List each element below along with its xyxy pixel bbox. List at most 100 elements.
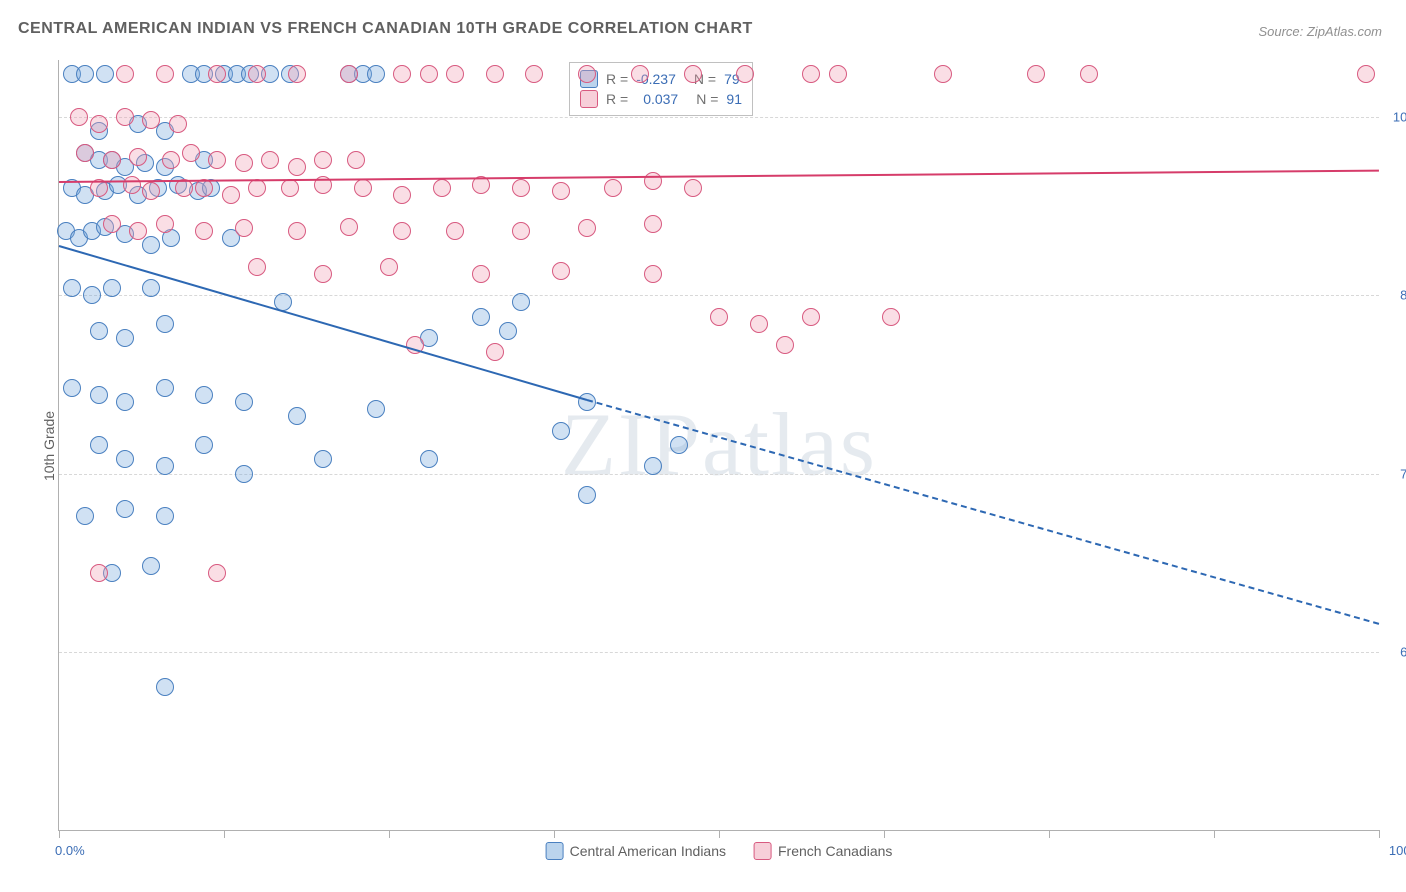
point-pink bbox=[123, 176, 141, 194]
point-pink bbox=[512, 179, 530, 197]
point-pink bbox=[644, 215, 662, 233]
point-pink bbox=[76, 144, 94, 162]
point-pink bbox=[156, 65, 174, 83]
point-pink bbox=[802, 65, 820, 83]
point-blue bbox=[142, 236, 160, 254]
point-blue bbox=[499, 322, 517, 340]
point-pink bbox=[604, 179, 622, 197]
point-blue bbox=[420, 450, 438, 468]
legend-row-pink: R = 0.037 N = 91 bbox=[580, 89, 742, 109]
point-blue bbox=[116, 450, 134, 468]
point-pink bbox=[103, 151, 121, 169]
watermark-text: ZIPatlas bbox=[561, 394, 877, 497]
point-pink bbox=[208, 564, 226, 582]
correlation-legend: R = -0.237 N = 79 R = 0.037 N = 91 bbox=[569, 62, 753, 116]
chart-title: CENTRAL AMERICAN INDIAN VS FRENCH CANADI… bbox=[18, 20, 753, 38]
point-blue bbox=[367, 400, 385, 418]
point-pink bbox=[802, 308, 820, 326]
point-pink bbox=[288, 65, 306, 83]
point-pink bbox=[1357, 65, 1375, 83]
x-tick bbox=[1049, 830, 1050, 838]
x-tick bbox=[59, 830, 60, 838]
point-pink bbox=[829, 65, 847, 83]
point-blue bbox=[472, 308, 490, 326]
y-axis-label: 10th Grade bbox=[41, 411, 57, 481]
point-pink bbox=[142, 182, 160, 200]
point-pink bbox=[208, 151, 226, 169]
x-min-label: 0.0% bbox=[55, 843, 85, 858]
point-pink bbox=[552, 182, 570, 200]
point-blue bbox=[552, 422, 570, 440]
x-tick bbox=[224, 830, 225, 838]
point-pink bbox=[472, 265, 490, 283]
point-blue bbox=[142, 557, 160, 575]
point-blue bbox=[76, 65, 94, 83]
point-blue bbox=[116, 329, 134, 347]
point-pink bbox=[644, 265, 662, 283]
y-tick-label: 100.0% bbox=[1385, 110, 1406, 125]
point-blue bbox=[156, 507, 174, 525]
point-pink bbox=[710, 308, 728, 326]
point-pink bbox=[288, 222, 306, 240]
series-legend: Central American Indians French Canadian… bbox=[546, 842, 893, 860]
legend-n-label: N = bbox=[696, 89, 718, 109]
point-pink bbox=[314, 151, 332, 169]
legend-pink-r: 0.037 bbox=[643, 89, 678, 109]
legend-row-blue: R = -0.237 N = 79 bbox=[580, 69, 742, 89]
gridline bbox=[59, 652, 1379, 653]
point-pink bbox=[420, 65, 438, 83]
point-pink bbox=[70, 108, 88, 126]
scatter-plot-area: ZIPatlas R = -0.237 N = 79 R = 0.037 N =… bbox=[58, 60, 1379, 831]
legend-r-label: R = bbox=[606, 69, 628, 89]
x-tick bbox=[884, 830, 885, 838]
point-pink bbox=[175, 179, 193, 197]
point-pink bbox=[116, 65, 134, 83]
point-pink bbox=[750, 315, 768, 333]
point-pink bbox=[169, 115, 187, 133]
legend-item-pink: French Canadians bbox=[754, 842, 892, 860]
point-blue bbox=[367, 65, 385, 83]
point-pink bbox=[380, 258, 398, 276]
gridline bbox=[59, 117, 1379, 118]
point-pink bbox=[195, 179, 213, 197]
swatch-blue-icon bbox=[546, 842, 564, 860]
x-tick bbox=[389, 830, 390, 838]
point-pink bbox=[340, 218, 358, 236]
point-pink bbox=[281, 179, 299, 197]
x-tick bbox=[719, 830, 720, 838]
point-blue bbox=[103, 279, 121, 297]
legend-r-label: R = bbox=[606, 89, 628, 109]
point-blue bbox=[90, 322, 108, 340]
point-blue bbox=[63, 379, 81, 397]
point-pink bbox=[182, 144, 200, 162]
point-pink bbox=[446, 222, 464, 240]
point-pink bbox=[347, 151, 365, 169]
point-pink bbox=[222, 186, 240, 204]
point-pink bbox=[116, 108, 134, 126]
swatch-pink-icon bbox=[754, 842, 772, 860]
trend-line-dashed bbox=[587, 399, 1380, 625]
point-pink bbox=[314, 265, 332, 283]
point-blue bbox=[63, 279, 81, 297]
point-pink bbox=[934, 65, 952, 83]
point-pink bbox=[235, 219, 253, 237]
point-blue bbox=[76, 507, 94, 525]
point-blue bbox=[156, 678, 174, 696]
point-blue bbox=[195, 386, 213, 404]
point-pink bbox=[340, 65, 358, 83]
point-pink bbox=[1027, 65, 1045, 83]
y-tick-label: 62.5% bbox=[1385, 644, 1406, 659]
point-blue bbox=[235, 465, 253, 483]
point-blue bbox=[83, 286, 101, 304]
legend-label-pink: French Canadians bbox=[778, 843, 892, 859]
point-pink bbox=[1080, 65, 1098, 83]
y-tick-label: 75.0% bbox=[1385, 466, 1406, 481]
point-pink bbox=[393, 65, 411, 83]
point-blue bbox=[116, 500, 134, 518]
x-tick bbox=[1379, 830, 1380, 838]
point-pink bbox=[142, 111, 160, 129]
x-max-label: 100.0% bbox=[1389, 843, 1406, 858]
gridline bbox=[59, 295, 1379, 296]
point-pink bbox=[486, 343, 504, 361]
point-blue bbox=[512, 293, 530, 311]
